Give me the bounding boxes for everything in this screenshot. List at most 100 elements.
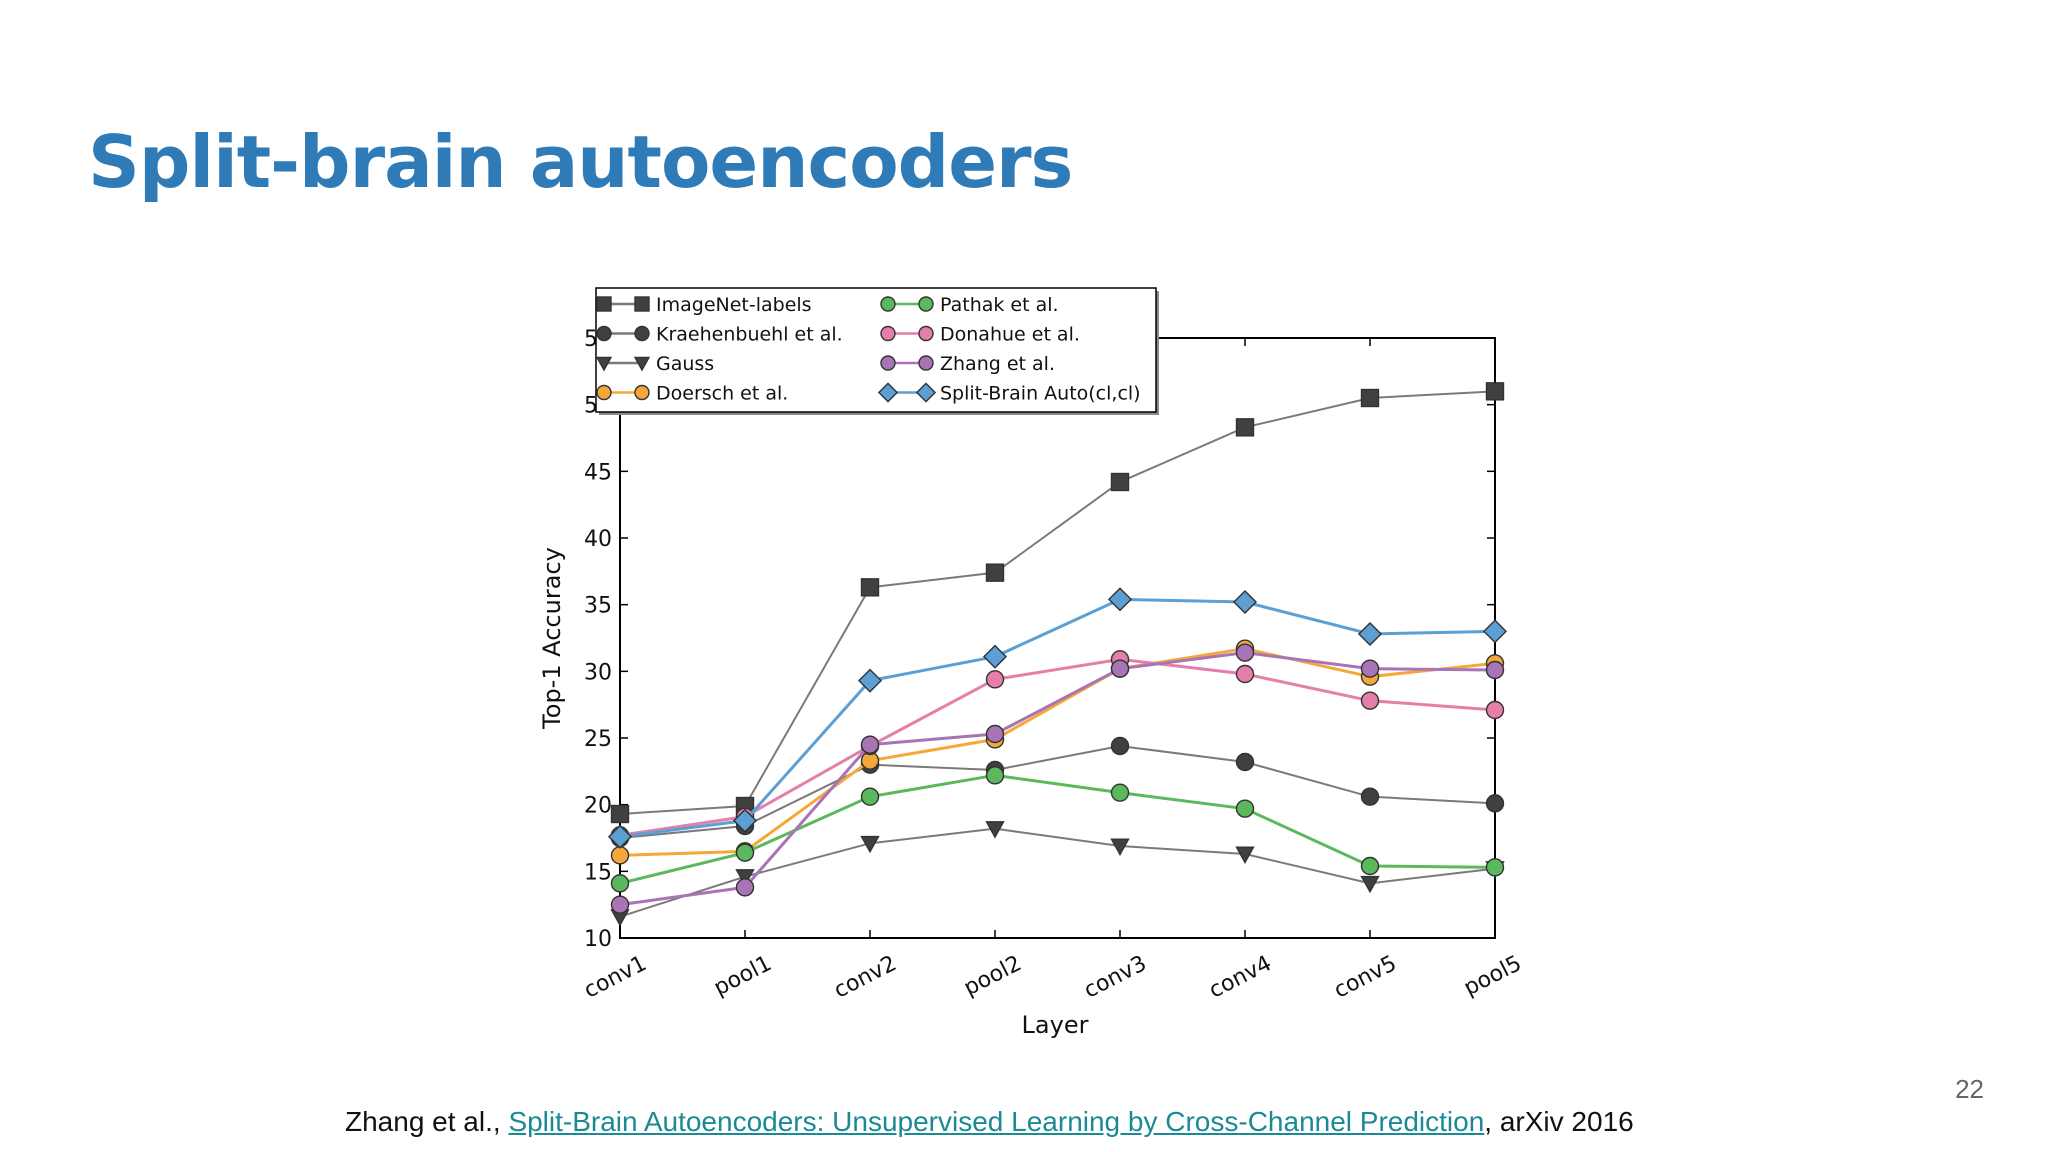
data-point xyxy=(1235,664,1255,684)
y-tick-label: 35 xyxy=(584,594,612,619)
series-0 xyxy=(610,382,1505,824)
citation: Zhang et al., Split-Brain Autoencoders: … xyxy=(345,1106,1634,1138)
y-tick-label: 15 xyxy=(584,860,612,885)
y-axis: 10152025303540455055 xyxy=(584,327,1495,952)
series-line xyxy=(619,773,1496,885)
y-tick-label: 25 xyxy=(584,727,612,752)
data-point xyxy=(610,895,630,914)
data-point xyxy=(1235,418,1255,437)
legend-item: Zhang et al. xyxy=(880,353,1055,375)
data-point xyxy=(985,766,1005,785)
data-point xyxy=(1357,621,1383,647)
legend-item: Kraehenbuehl et al. xyxy=(596,324,843,346)
legend-label: Zhang et al. xyxy=(940,353,1055,375)
series-line xyxy=(619,744,1496,839)
chart-container: 10152025303540455055 conv1pool1conv2pool… xyxy=(530,270,1560,1070)
x-tick-label: conv5 xyxy=(1330,951,1401,1003)
data-point xyxy=(1360,691,1380,710)
data-point xyxy=(1485,858,1505,877)
data-point xyxy=(1485,660,1505,680)
data-point xyxy=(860,787,880,806)
series-6 xyxy=(610,643,1505,914)
triangle-marker xyxy=(633,356,651,372)
legend-box xyxy=(595,287,1157,413)
data-point xyxy=(735,843,755,862)
legend-label: ImageNet-labels xyxy=(656,294,812,316)
diamond-marker xyxy=(877,382,899,403)
data-point xyxy=(1235,846,1255,864)
series-group xyxy=(607,382,1508,927)
data-point xyxy=(610,874,630,893)
circle-marker xyxy=(634,325,650,342)
series-line xyxy=(619,651,1496,907)
data-point xyxy=(1110,783,1130,802)
series-7 xyxy=(607,587,1508,849)
data-point xyxy=(732,808,758,833)
data-point xyxy=(610,846,630,865)
data-point xyxy=(860,835,880,854)
data-point xyxy=(1235,752,1255,772)
data-point xyxy=(985,670,1005,689)
paper-link[interactable]: Split-Brain Autoencoders: Unsupervised L… xyxy=(508,1106,1485,1137)
legend-label: Kraehenbuehl et al. xyxy=(656,324,843,346)
x-tick-label: conv3 xyxy=(1080,951,1151,1003)
circle-marker xyxy=(880,325,896,342)
data-point xyxy=(1360,787,1380,806)
y-tick-label: 45 xyxy=(584,460,612,485)
data-point xyxy=(982,644,1008,669)
x-axis-label: Layer xyxy=(1022,1011,1089,1039)
series-line xyxy=(619,657,1496,837)
legend-item: Gauss xyxy=(595,353,714,375)
data-point xyxy=(1360,875,1380,894)
citation-prefix: Zhang et al., xyxy=(345,1106,509,1137)
data-point xyxy=(610,804,630,824)
legend-item: Pathak et al. xyxy=(880,294,1059,316)
series-line xyxy=(619,827,1496,918)
legend-item: Donahue et al. xyxy=(880,324,1080,346)
circle-marker xyxy=(634,384,650,401)
legend-item: Split-Brain Auto(cl,cl) xyxy=(877,382,1141,405)
x-tick-label: conv4 xyxy=(1205,951,1276,1003)
x-tick-label: conv1 xyxy=(580,951,651,1003)
series-line xyxy=(619,390,1496,815)
series-2 xyxy=(610,821,1505,927)
data-point xyxy=(860,735,880,754)
slide-title: Split-brain autoencoders xyxy=(88,120,1073,204)
data-point xyxy=(1235,643,1255,662)
diamond-marker xyxy=(915,382,937,403)
legend-label: Gauss xyxy=(656,353,714,375)
data-point xyxy=(1110,838,1130,856)
legend-label: Split-Brain Auto(cl,cl) xyxy=(940,383,1141,405)
data-point xyxy=(1485,794,1505,813)
data-point xyxy=(735,869,755,887)
citation-suffix: , arXiv 2016 xyxy=(1484,1106,1634,1137)
y-tick-label: 20 xyxy=(584,794,612,819)
data-point xyxy=(985,724,1005,744)
circle-marker xyxy=(596,384,612,401)
data-point xyxy=(985,563,1005,582)
data-point xyxy=(1482,619,1508,644)
legend-item: Doersch et al. xyxy=(596,383,788,405)
data-point xyxy=(1110,472,1130,492)
legend: ImageNet-labels Kraehenbuehl et al. Gauss D… xyxy=(595,287,1159,415)
series-line xyxy=(619,597,1496,839)
triangle-marker xyxy=(595,356,613,372)
accuracy-line-chart: 10152025303540455055 conv1pool1conv2pool… xyxy=(538,287,1526,1039)
data-point xyxy=(1232,589,1258,615)
y-tick-label: 30 xyxy=(584,660,612,685)
y-axis-label: Top-1 Accuracy xyxy=(538,547,566,730)
x-tick-label: conv2 xyxy=(830,951,901,1003)
data-point xyxy=(1360,856,1380,876)
data-point xyxy=(1235,799,1255,818)
data-point xyxy=(735,878,755,897)
data-point xyxy=(1485,382,1505,401)
square-marker xyxy=(596,296,612,312)
data-point xyxy=(1107,587,1133,612)
series-4 xyxy=(610,766,1505,893)
circle-marker xyxy=(596,325,612,342)
legend-label: Doersch et al. xyxy=(656,383,788,405)
data-point xyxy=(860,578,880,597)
circle-marker xyxy=(880,296,896,312)
data-point xyxy=(607,824,633,849)
legend-item: ImageNet-labels xyxy=(596,294,812,316)
